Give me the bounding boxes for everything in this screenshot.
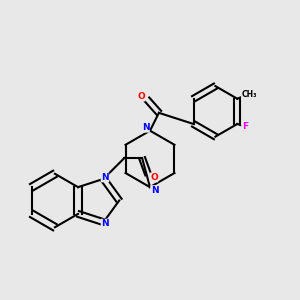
Text: N: N <box>142 123 149 132</box>
Text: CH₃: CH₃ <box>242 90 257 99</box>
Text: N: N <box>101 173 109 182</box>
Text: N: N <box>151 186 158 195</box>
Text: N: N <box>101 219 109 228</box>
Text: O: O <box>137 92 145 101</box>
Text: F: F <box>242 122 248 131</box>
Text: O: O <box>150 173 158 182</box>
